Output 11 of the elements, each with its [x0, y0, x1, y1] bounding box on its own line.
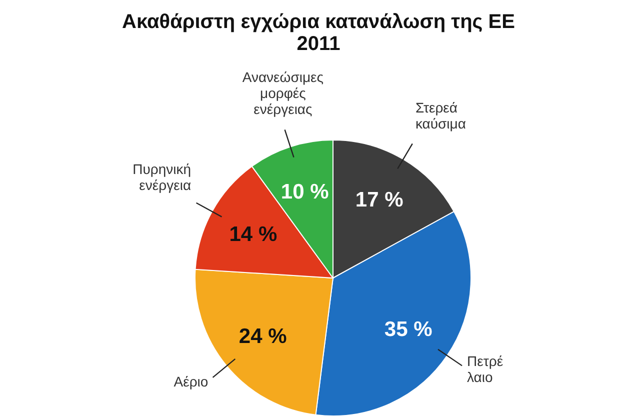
chart-title: Ακαθάριστη εγχώρια κατανάλωση της ΕΕ 2011: [122, 11, 515, 55]
data-label: 17 %: [355, 188, 404, 212]
slice-label: Πυρηνική ενέργεια: [132, 160, 192, 193]
slice-label: Αέριο: [174, 373, 208, 390]
data-label: 14 %: [229, 223, 278, 246]
slice-label: Πετρέ λαιο: [466, 353, 504, 386]
data-label: 35 %: [384, 318, 433, 342]
slice-label: Ανανεώσιμες μορφές ενέργειας: [242, 68, 324, 117]
data-label: 10 %: [280, 180, 330, 204]
data-label: 24 %: [238, 325, 288, 348]
slice-label: Στερεά καύσιμα: [415, 100, 466, 132]
